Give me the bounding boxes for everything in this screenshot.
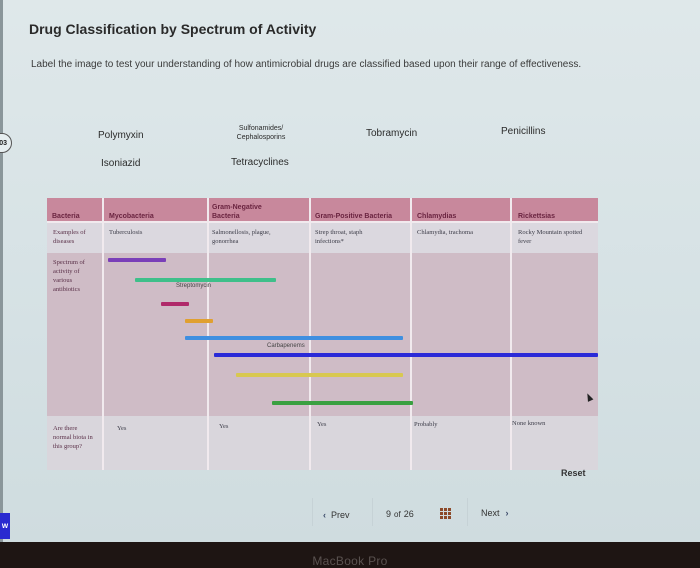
row-divider <box>47 221 598 223</box>
biota-gram-positive: Yes <box>317 421 327 428</box>
row-label-biota: Are there normal biota in this group? <box>53 425 93 450</box>
spectrum-row <box>47 253 598 416</box>
page-instructions: Label the image to test your understandi… <box>31 59 582 70</box>
nav-divider <box>312 498 313 526</box>
page-of: of <box>394 510 401 519</box>
example-chlamydias: Chlamydia, trachoma <box>417 229 473 236</box>
drag-label-tetracyclines[interactable]: Tetracyclines <box>231 157 289 168</box>
examples-row <box>47 222 598 253</box>
next-button[interactable]: Next › <box>481 508 509 518</box>
grid-menu-icon[interactable] <box>440 508 451 519</box>
bar-label-carbapenems: Carbapenems <box>267 343 305 349</box>
biota-mycobacteria: Yes <box>117 425 127 432</box>
drag-label-tobramycin[interactable]: Tobramycin <box>366 128 418 139</box>
chevron-right-icon: › <box>505 508 509 518</box>
example-gram-positive: Strep throat, staph infections* <box>315 229 363 245</box>
nav-divider <box>372 498 373 526</box>
drag-label-isoniazid[interactable]: Isoniazid <box>101 158 141 169</box>
spectrum-bar-streptomycin[interactable] <box>135 278 276 282</box>
screen: 03 w Drug Classification by Spectrum of … <box>0 0 700 542</box>
chevron-left-icon: ‹ <box>323 510 326 520</box>
spectrum-bar-1[interactable] <box>108 258 166 262</box>
page-title: Drug Classification by Spectrum of Activ… <box>29 21 317 37</box>
nav-divider <box>467 498 468 526</box>
row-label-examples: Examples of diseases <box>53 229 86 245</box>
page-current: 9 <box>386 509 392 519</box>
header-mycobacteria: Mycobacteria <box>109 213 154 220</box>
drag-label-polymyxin[interactable]: Polymyxin <box>98 130 144 141</box>
reset-button[interactable]: Reset <box>561 468 586 478</box>
page-indicator: 9 of 26 <box>386 509 414 519</box>
side-tab-w[interactable]: w <box>0 513 10 539</box>
column-divider <box>102 198 104 470</box>
drag-label-penicillins[interactable]: Penicillins <box>501 126 546 137</box>
header-row <box>47 198 598 222</box>
spectrum-bar-7[interactable] <box>236 373 403 377</box>
header-chlamydias: Chlamydias <box>417 213 457 220</box>
column-divider <box>510 198 512 470</box>
header-gram-positive: Gram-Positive Bacteria <box>315 213 393 220</box>
spectrum-bar-6[interactable] <box>214 353 598 357</box>
column-divider <box>207 198 209 470</box>
example-rickettsias: Rocky Mountain spotted fever <box>518 229 583 245</box>
example-mycobacteria: Tuberculosis <box>109 229 143 236</box>
page-total: 26 <box>403 509 414 519</box>
header-gram-negative: Gram-Negative Bacteria <box>212 204 262 220</box>
spectrum-bar-3[interactable] <box>161 302 189 306</box>
biota-gram-negative: Yes <box>219 423 229 430</box>
row-label-bacteria: Bacteria <box>52 213 80 220</box>
biota-rickettsias: None known <box>512 420 546 427</box>
window-edge <box>0 0 3 542</box>
example-gram-negative: Salmonellosis, plague, gonorrhea <box>212 229 271 245</box>
spectrum-bar-4[interactable] <box>185 319 213 323</box>
laptop-bezel <box>0 542 700 568</box>
biota-chlamydias: Probably <box>414 421 438 428</box>
header-rickettsias: Rickettsias <box>518 213 555 220</box>
spectrum-bar-8[interactable] <box>272 401 413 405</box>
device-brand: MacBook Pro <box>312 554 388 568</box>
drag-label-sulfonamides-cephalosporins[interactable]: Sulfonamides/ Cephalosporins <box>236 125 286 141</box>
biota-row <box>47 416 598 470</box>
spectrum-bar-carbapenems[interactable] <box>185 336 403 340</box>
prev-button[interactable]: ‹ Prev <box>323 510 350 520</box>
column-divider <box>309 198 311 470</box>
prev-label: Prev <box>331 510 350 520</box>
next-label: Next <box>481 508 500 518</box>
column-divider <box>410 198 412 470</box>
spectrum-table: Bacteria Mycobacteria Gram-Negative Bact… <box>47 198 598 470</box>
side-question-badge[interactable]: 03 <box>0 133 12 153</box>
bar-label-streptomycin: Streptomycin <box>176 283 212 289</box>
row-label-spectrum: Spectrum of activity of various antibiot… <box>53 259 85 293</box>
